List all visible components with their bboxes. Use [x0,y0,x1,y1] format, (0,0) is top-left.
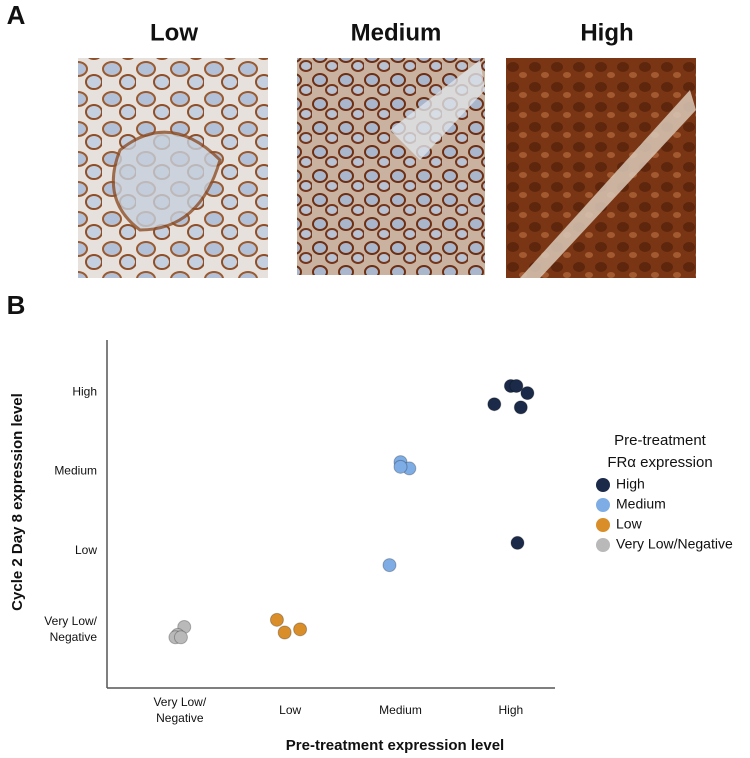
panel-label: A [7,0,26,30]
micrograph [506,58,696,278]
legend-marker [596,498,610,512]
point [269,612,284,627]
image-title: Medium [351,19,442,46]
legend-label: Very Low/Negative [616,536,733,552]
micrograph-detail [111,130,222,232]
legend-label: Low [616,516,643,532]
legend-marker [596,518,610,532]
legend-label: High [616,476,645,492]
legend-label: Medium [616,496,666,512]
y-tick-label: Very Low/Negative [44,614,97,644]
micrograph-detail [390,60,485,160]
image-title: High [580,19,633,46]
legend-marker [596,538,610,552]
panel-label: B [7,290,26,320]
point [393,459,408,474]
y-tick-label: Low [75,543,97,557]
point [487,397,502,412]
point [513,400,528,415]
legend-title: Pre-treatment [614,432,707,449]
point [277,625,292,640]
point [382,558,397,573]
x-tick-label: High [499,703,524,717]
image-title: Low [150,19,198,46]
point [520,386,535,401]
point [510,535,525,550]
point [173,630,188,645]
y-tick-label: High [72,384,97,398]
y-axis-title: Cycle 2 Day 8 expression level [9,393,26,611]
x-tick-label: Low [279,703,301,717]
x-axis-title: Pre-treatment expression level [286,737,504,754]
x-tick-label: Medium [379,703,422,717]
legend-title: FRα expression [607,454,712,471]
micrograph-detail [520,90,696,278]
x-tick-label: Very Low/Negative [153,695,206,725]
y-tick-label: Medium [54,464,97,478]
point [509,378,524,393]
point [293,622,308,637]
legend-marker [596,478,610,492]
